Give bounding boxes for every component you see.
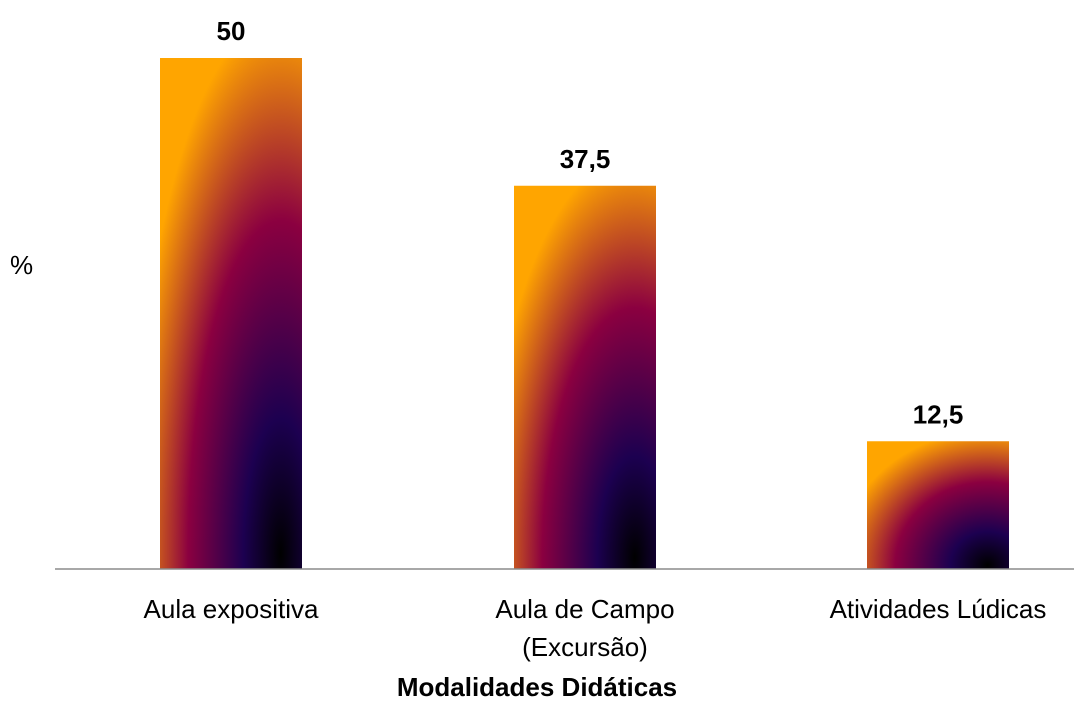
data-label-2: 37,5 — [560, 144, 611, 174]
y-axis-label: % — [10, 250, 34, 280]
category-label-3: Atividades Lúdicas — [830, 594, 1047, 624]
bar-1 — [160, 58, 302, 569]
x-axis-label: Modalidades Didáticas — [396, 672, 678, 702]
category-label-2-line-1: Aula de Campo — [495, 594, 674, 624]
labels-group: 50 Aula expositiva 37,5 Aula de Campo (Excur… — [144, 16, 1047, 662]
category-label-1: Aula expositiva — [144, 594, 319, 624]
bars-group — [160, 58, 1009, 569]
bar-3 — [867, 441, 1009, 569]
data-label-1: 50 — [217, 16, 246, 46]
category-label-2-line-2: (Excursão) — [522, 632, 648, 662]
bar-2 — [514, 185, 656, 569]
data-label-3: 12,5 — [913, 399, 964, 429]
